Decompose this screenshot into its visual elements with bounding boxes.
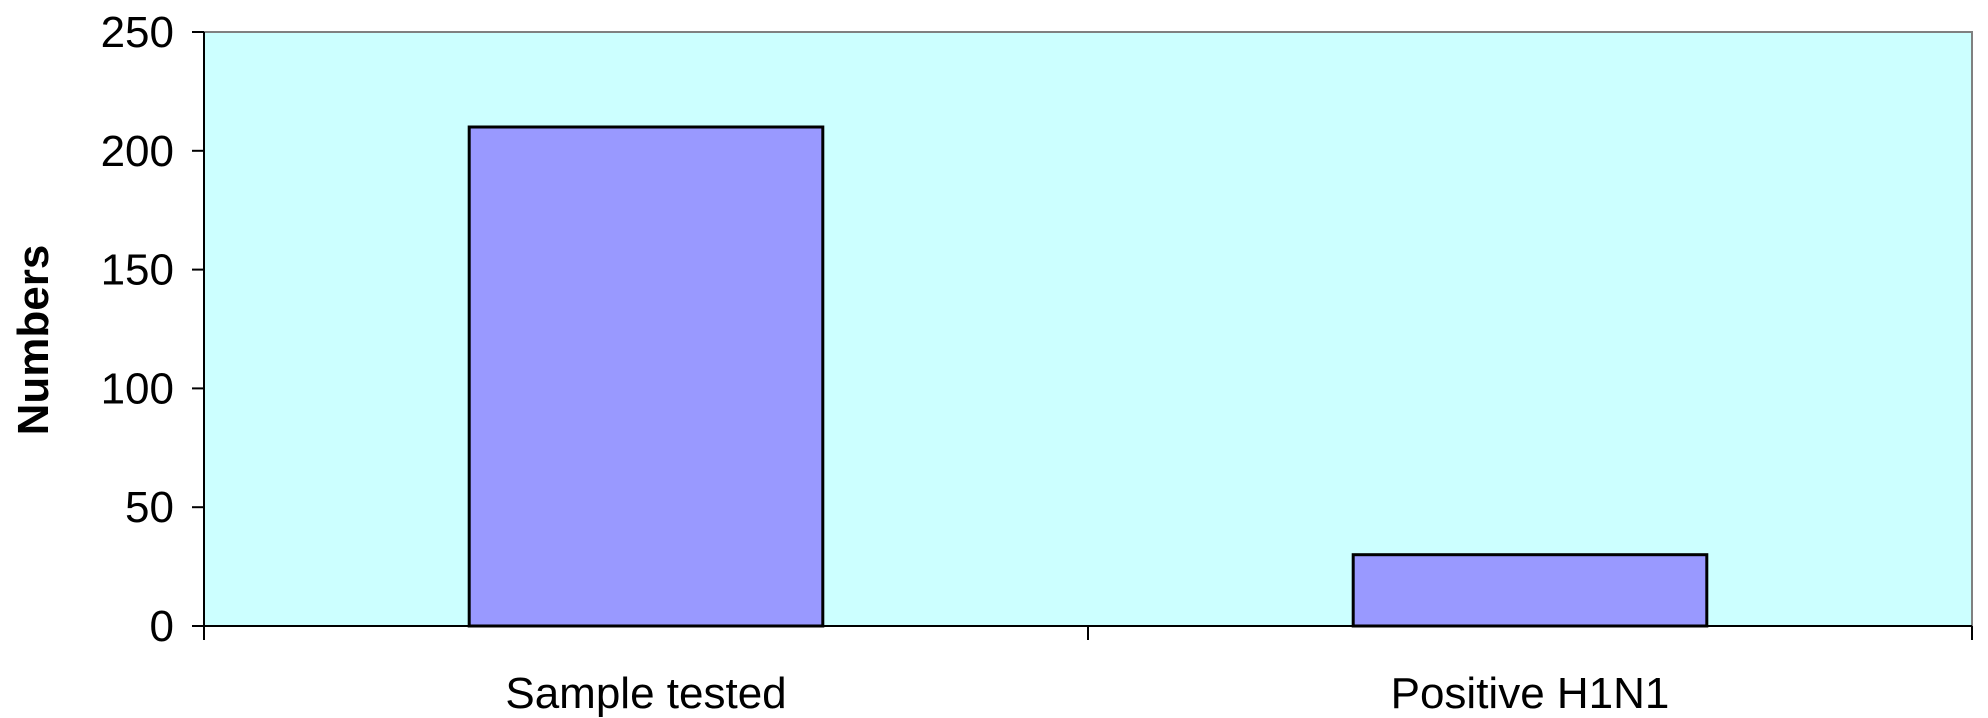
- y-axis-title: Numbers: [9, 245, 58, 436]
- y-tick-label: 100: [101, 364, 174, 413]
- x-tick-label: Positive H1N1: [1391, 669, 1670, 718]
- y-tick-label: 50: [125, 483, 174, 532]
- bars-group: [467, 125, 1709, 628]
- y-tick-label: 250: [101, 8, 174, 57]
- y-tick-label: 150: [101, 246, 174, 295]
- axes-group: [192, 31, 1973, 640]
- x-tick-label: Sample tested: [505, 669, 786, 718]
- bar-2: [1351, 553, 1709, 628]
- bar-1: [467, 125, 825, 628]
- y-tick-label: 0: [150, 602, 174, 651]
- x-tick-labels: Sample tested Positive H1N1: [505, 669, 1669, 718]
- y-tick-label: 200: [101, 127, 174, 176]
- y-tick-labels: 0 50 100 150 200 250: [101, 8, 174, 651]
